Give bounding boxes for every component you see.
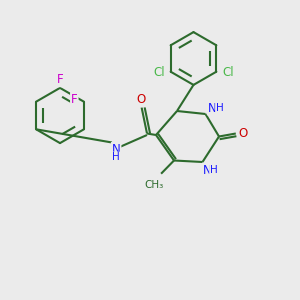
Text: O: O <box>238 127 247 140</box>
Text: F: F <box>71 93 78 106</box>
Text: CH₃: CH₃ <box>144 179 164 190</box>
Text: Cl: Cl <box>153 66 165 79</box>
Text: F: F <box>57 73 64 86</box>
Text: H: H <box>112 152 120 163</box>
Text: O: O <box>137 93 146 106</box>
Text: N: N <box>112 143 121 156</box>
Text: H: H <box>210 165 218 176</box>
Text: N: N <box>208 101 217 115</box>
Text: Cl: Cl <box>222 66 234 79</box>
Text: N: N <box>202 164 211 177</box>
Text: H: H <box>216 103 224 113</box>
